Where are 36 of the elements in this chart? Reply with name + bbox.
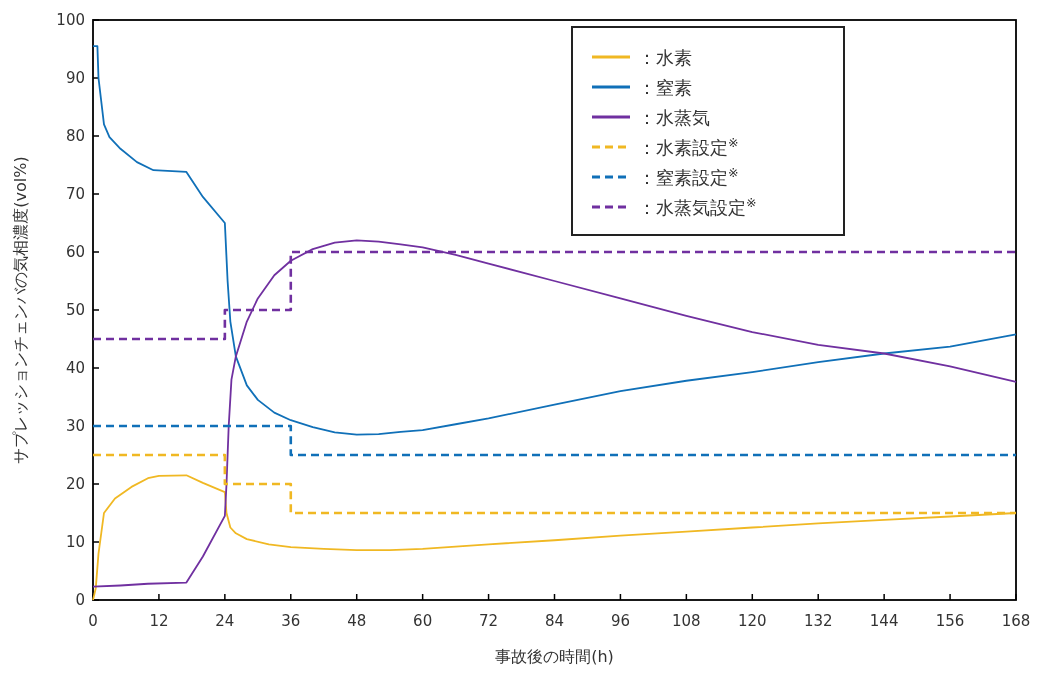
y-tick-label: 90 <box>65 69 85 87</box>
x-tick-label: 108 <box>672 612 701 630</box>
x-tick-label: 60 <box>413 612 433 630</box>
y-tick-label: 0 <box>75 591 85 609</box>
x-tick-label: 48 <box>347 612 367 630</box>
y-tick-label: 10 <box>65 533 85 551</box>
legend-label: ：水素 <box>638 47 692 68</box>
y-tick-label: 30 <box>65 417 85 435</box>
y-tick-label: 100 <box>56 11 85 29</box>
x-tick-label: 132 <box>803 612 833 630</box>
y-axis-title: サプレッションチェンバの気相濃度(vol%) <box>11 156 30 464</box>
y-tick-label: 20 <box>65 475 85 493</box>
legend-label: ：水素設定$^{※}$ <box>638 134 739 158</box>
x-tick-label: 96 <box>610 612 630 630</box>
legend-label: ：水蒸気設定$^{※}$ <box>638 194 757 218</box>
y-tick-label: 70 <box>65 185 85 203</box>
y-tick-label: 80 <box>65 127 85 145</box>
x-tick-label: 168 <box>1001 612 1031 630</box>
y-tick-label: 50 <box>65 301 85 319</box>
x-tick-label: 0 <box>88 612 98 630</box>
x-tick-label: 72 <box>479 612 499 630</box>
line-series <box>92 45 1017 436</box>
legend-label: ：窒素 <box>638 77 692 98</box>
y-tick-label: 40 <box>65 359 85 377</box>
x-tick-label: 12 <box>149 612 169 630</box>
x-tick-label: 24 <box>215 612 235 630</box>
x-tick-label: 36 <box>281 612 301 630</box>
x-axis-title: 事故後の時間(h) <box>495 647 614 666</box>
legend-label: ：水蒸気 <box>638 107 710 128</box>
x-tick-label: 84 <box>544 612 565 630</box>
x-tick-label: 156 <box>935 612 965 630</box>
x-tick-label: 144 <box>869 612 899 630</box>
line-series <box>92 239 1017 588</box>
x-tick-label: 120 <box>737 612 767 630</box>
y-tick-label: 60 <box>65 243 85 261</box>
legend-label: ：窒素設定$^{※}$ <box>638 164 739 188</box>
